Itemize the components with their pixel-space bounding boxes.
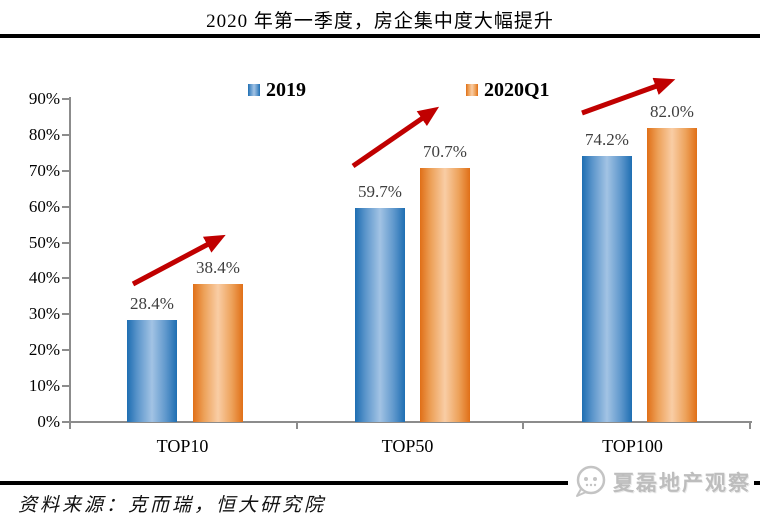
y-tick-mark	[62, 421, 70, 423]
y-tick-mark	[62, 313, 70, 316]
bottom-divider	[0, 481, 760, 485]
y-tick-label: 80%	[28, 124, 60, 144]
y-tick-mark	[62, 349, 70, 352]
legend-swatch-2020q1-icon	[466, 84, 478, 96]
value-label: 28.4%	[130, 294, 174, 314]
source-note: 资料来源：克而瑞，恒大研究院	[18, 495, 327, 516]
legend-item-2019: 2019	[248, 79, 306, 101]
value-label: 74.2%	[585, 129, 629, 149]
watermark: 夏磊地产观察	[568, 462, 754, 502]
y-tick-label: 50%	[28, 232, 60, 252]
y-tick-label: 90%	[28, 89, 60, 108]
bar-2020q1-top10	[193, 284, 243, 422]
y-tick-label: 40%	[28, 268, 60, 288]
bar-2019-top50	[355, 207, 405, 422]
legend-item-2020q1: 2020Q1	[466, 79, 550, 101]
y-tick-mark	[62, 169, 70, 172]
y-tick-mark	[62, 133, 70, 136]
x-category-label: TOP50	[381, 436, 434, 456]
value-label: 38.4%	[196, 258, 240, 278]
bar-2020q1-top50	[420, 168, 470, 422]
legend-label-2020q1: 2020Q1	[484, 78, 550, 101]
x-axis	[69, 421, 752, 423]
value-label: 70.7%	[423, 142, 467, 162]
top-divider	[0, 34, 760, 38]
x-tick-mark	[295, 423, 298, 429]
x-category-label: TOP100	[602, 436, 663, 456]
y-tick-mark	[62, 385, 70, 388]
value-label: 59.7%	[358, 181, 402, 201]
value-label: 82.0%	[650, 101, 694, 121]
bar-2019-top10	[127, 320, 177, 422]
y-tick-label: 20%	[28, 340, 60, 360]
y-tick-label: 30%	[28, 304, 60, 324]
y-tick-label: 70%	[28, 160, 60, 180]
y-tick-label: 60%	[28, 196, 60, 216]
x-tick-mark	[522, 423, 525, 429]
y-tick-mark	[62, 277, 70, 280]
bar-2020q1-top100	[647, 127, 697, 422]
chat-bubble-face-icon	[576, 465, 606, 497]
chart-title: 2020 年第一季度，房企集中度大幅提升	[206, 11, 554, 32]
y-tick-label: 0%	[37, 412, 60, 431]
y-tick-label: 10%	[28, 376, 60, 396]
legend-swatch-2019-icon	[248, 84, 260, 96]
y-tick-mark	[62, 205, 70, 208]
x-tick-mark	[69, 423, 71, 429]
bar-2019-top100	[582, 155, 632, 422]
y-axis	[69, 97, 71, 428]
y-tick-mark	[62, 98, 70, 100]
watermark-text: 夏磊地产观察	[613, 471, 751, 495]
y-tick-mark	[62, 241, 70, 244]
legend-label-2019: 2019	[266, 78, 306, 101]
x-category-label: TOP10	[156, 436, 209, 456]
x-tick-mark	[749, 423, 751, 429]
